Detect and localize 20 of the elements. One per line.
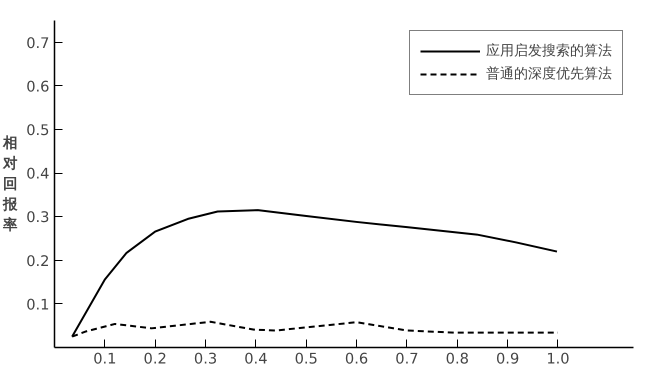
x-tick-label: 0.5 (294, 350, 318, 366)
x-tick-label: 0.6 (344, 350, 368, 366)
y-axis-title: 相对回报率 (2, 134, 20, 234)
y-tick-label: 0.1 (26, 296, 50, 314)
y-tick-label: 0.4 (26, 166, 50, 183)
x-tick-label: 0.4 (244, 350, 268, 366)
y-tick-label: 0.2 (26, 252, 50, 270)
x-tick-label: 0.3 (194, 350, 218, 366)
x-tick-label: 0.9 (496, 350, 520, 366)
y-tick-label: 0.3 (26, 209, 50, 226)
y-tick-label: 0.7 (26, 34, 50, 52)
legend-label: 应用启发搜索的算法 (486, 42, 612, 60)
x-tick-label: 0.7 (395, 350, 419, 366)
x-tick-label: 0.1 (93, 350, 117, 366)
y-tick-label: 0.6 (26, 78, 50, 96)
y-tick-label: 0.5 (26, 122, 50, 139)
legend-label: 普通的深度优先算法 (486, 65, 612, 83)
x-tick-label: 0.8 (446, 350, 469, 366)
x-tick-label: 0.2 (144, 350, 167, 366)
x-tick-label: 1.0 (546, 350, 570, 366)
